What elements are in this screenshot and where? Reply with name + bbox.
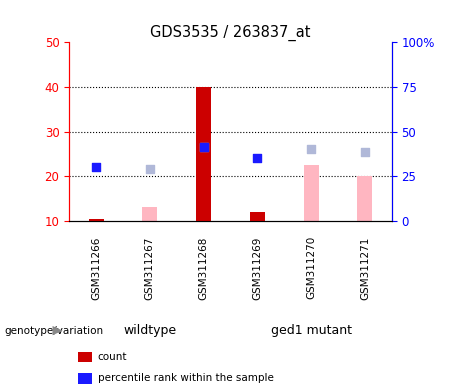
Text: percentile rank within the sample: percentile rank within the sample [98,373,274,383]
Text: GSM311269: GSM311269 [252,236,262,300]
Text: GSM311271: GSM311271 [360,236,370,300]
Text: ged1 mutant: ged1 mutant [271,324,352,337]
Title: GDS3535 / 263837_at: GDS3535 / 263837_at [150,25,311,41]
Point [146,166,154,172]
Text: genotype/variation: genotype/variation [5,326,104,336]
Point [200,144,207,150]
Text: GSM311268: GSM311268 [199,236,209,300]
Bar [142,207,157,221]
Point [361,149,369,155]
Text: wildtype: wildtype [123,324,177,337]
Point [200,144,207,150]
Text: GSM311267: GSM311267 [145,236,155,300]
Bar [357,176,372,221]
Text: GSM311270: GSM311270 [306,236,316,300]
Bar [196,141,211,221]
Bar [196,87,211,221]
Point [307,146,315,152]
Bar [304,165,319,221]
Text: GSM311266: GSM311266 [91,236,101,300]
Bar [89,218,104,221]
Point [92,164,100,170]
Point [254,155,261,161]
Text: count: count [98,352,127,362]
Bar [250,212,265,221]
